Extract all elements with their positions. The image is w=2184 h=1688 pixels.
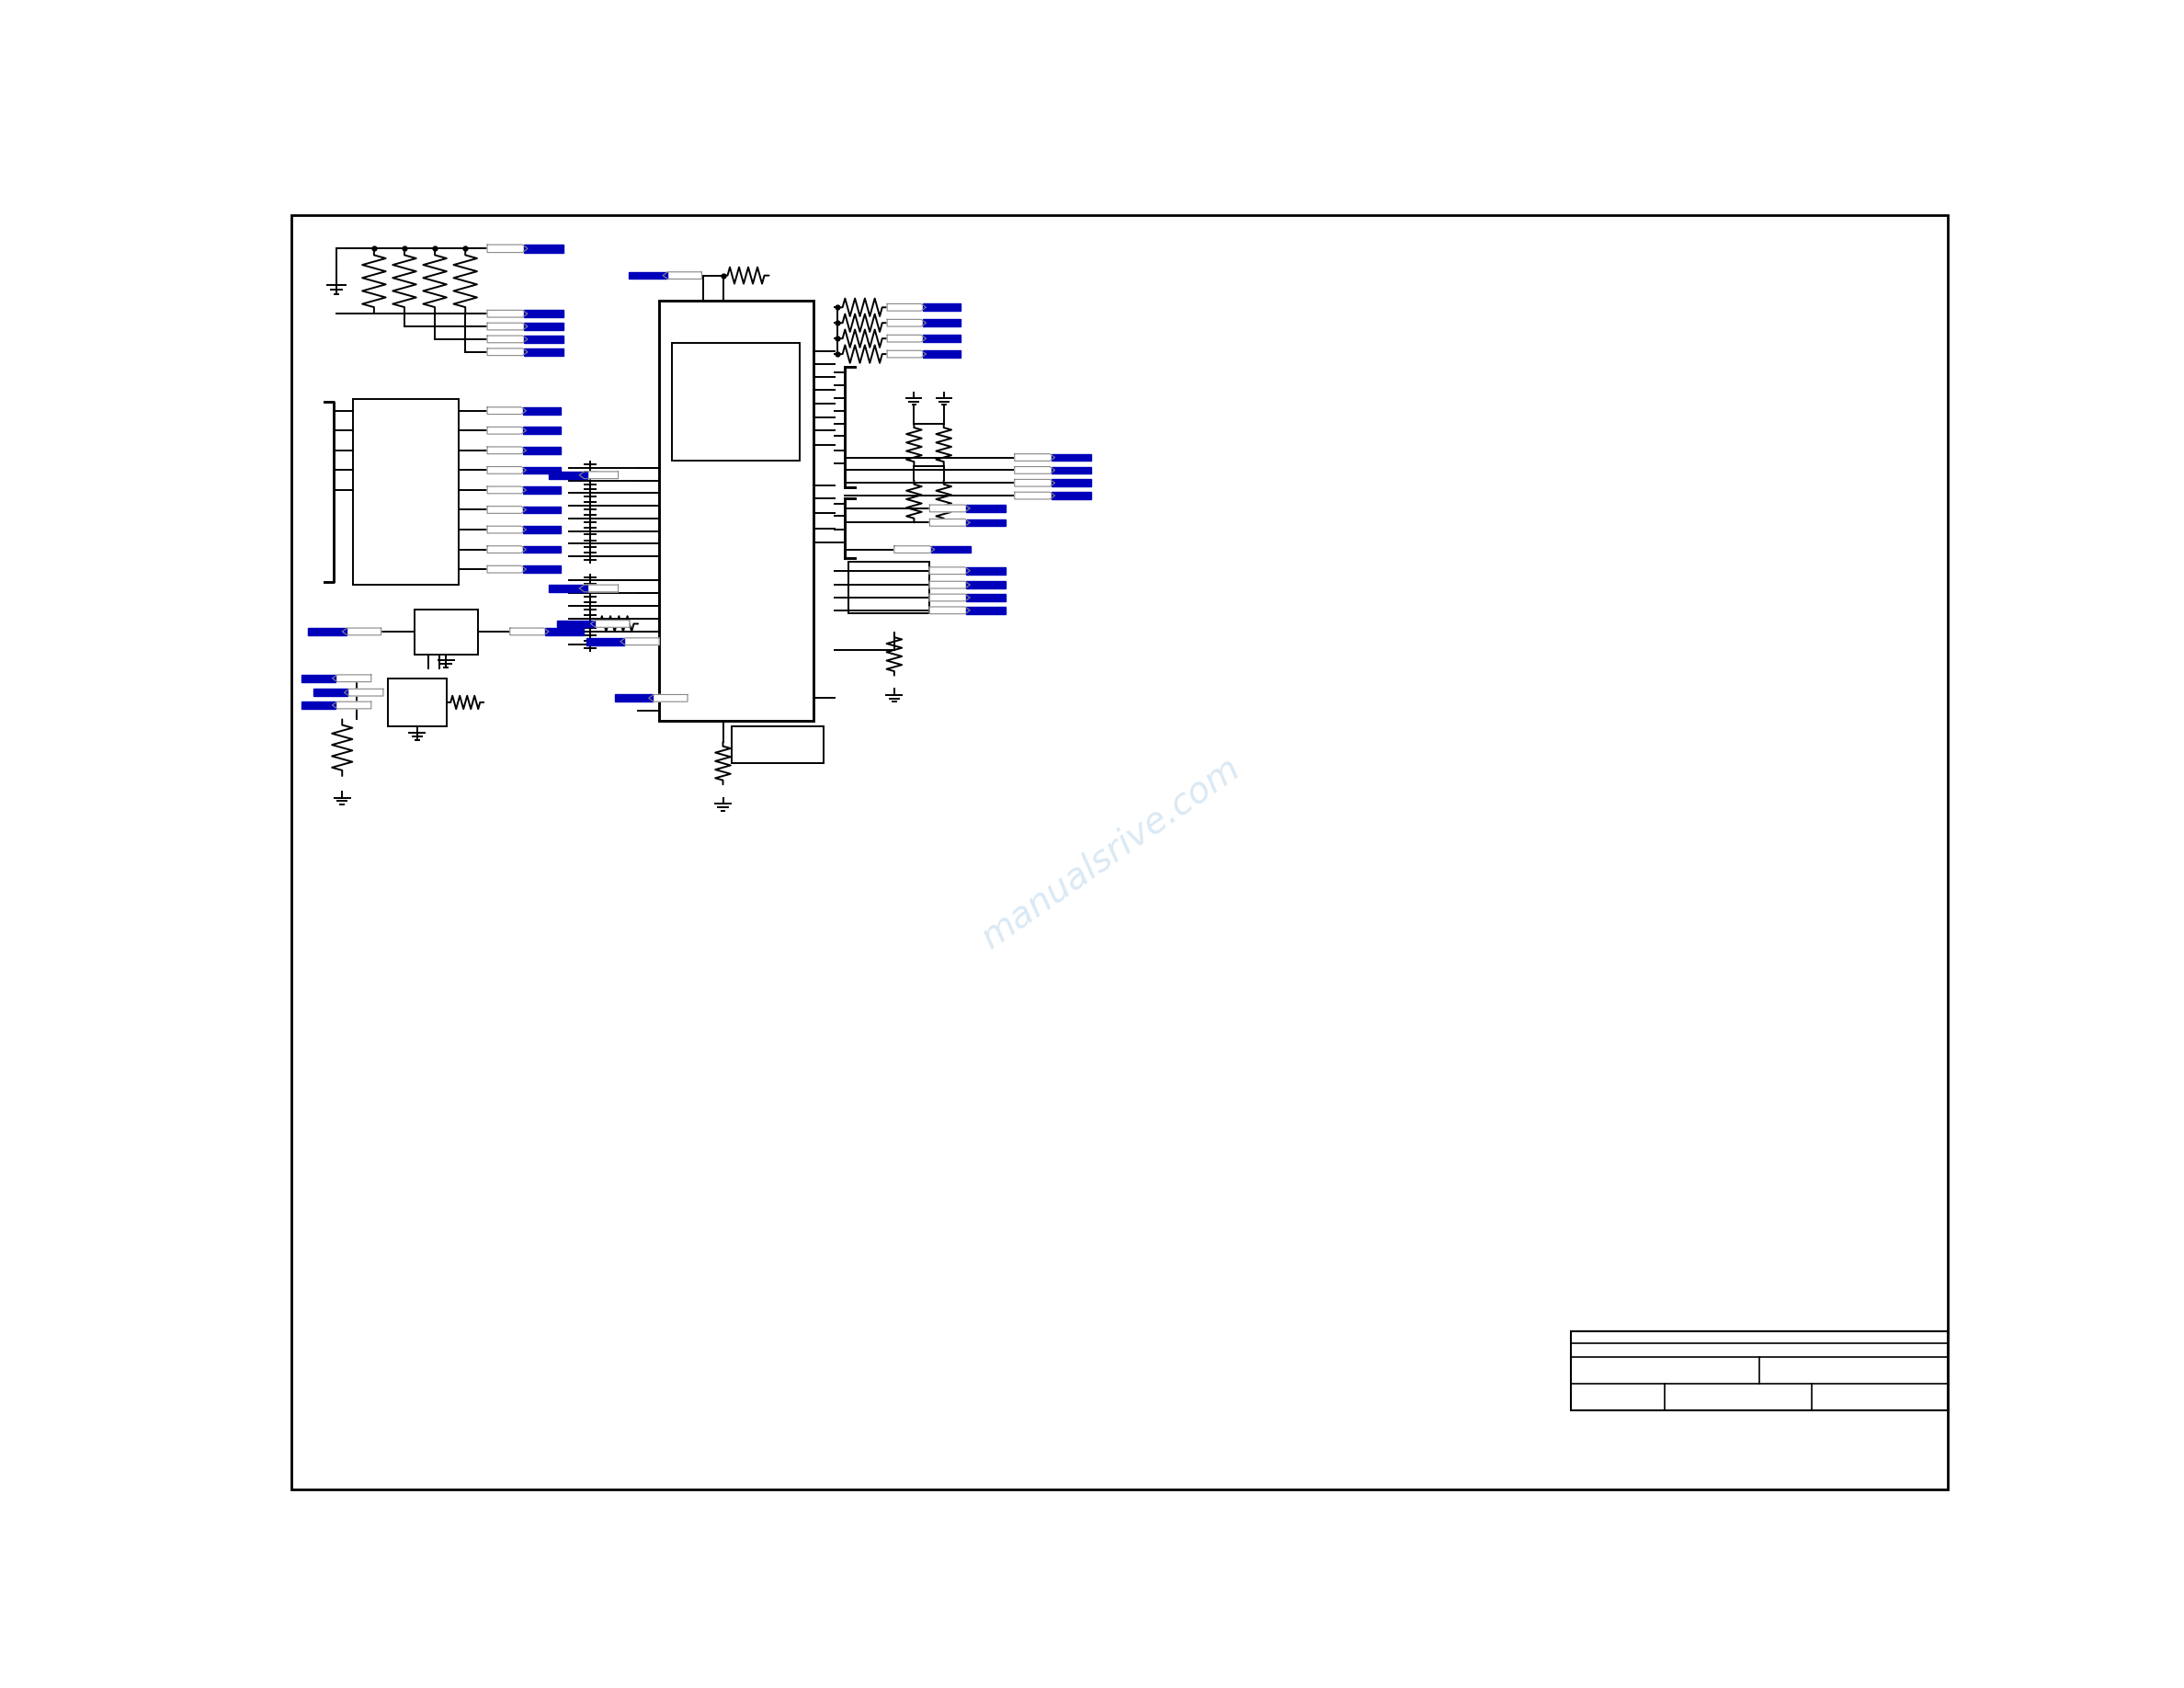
Polygon shape: [579, 471, 618, 479]
Polygon shape: [487, 245, 529, 253]
Bar: [1051, 454, 1092, 461]
Text: manualsrive.com: manualsrive.com: [974, 749, 1247, 955]
Polygon shape: [930, 567, 970, 574]
Bar: [965, 606, 1007, 614]
Polygon shape: [487, 527, 526, 533]
Bar: [1051, 466, 1092, 474]
Bar: [522, 466, 561, 474]
Polygon shape: [487, 466, 526, 474]
Polygon shape: [487, 565, 526, 572]
Polygon shape: [1016, 493, 1055, 500]
Bar: [522, 506, 561, 513]
Polygon shape: [620, 638, 660, 645]
Bar: [629, 272, 666, 279]
Polygon shape: [930, 505, 970, 511]
Polygon shape: [930, 518, 970, 527]
Polygon shape: [887, 334, 926, 343]
Bar: [522, 545, 561, 554]
Bar: [557, 619, 594, 628]
Bar: [301, 702, 336, 709]
Bar: [614, 694, 653, 702]
Polygon shape: [893, 545, 935, 554]
Polygon shape: [930, 581, 970, 589]
Bar: [314, 689, 347, 695]
Polygon shape: [487, 486, 526, 493]
Bar: [965, 505, 1007, 511]
Bar: [524, 336, 563, 343]
Bar: [1570, 1332, 1948, 1409]
Bar: [522, 427, 561, 434]
Bar: [524, 245, 563, 253]
Bar: [965, 567, 1007, 574]
Polygon shape: [487, 322, 529, 329]
Bar: [965, 518, 1007, 527]
Bar: [922, 334, 961, 343]
Polygon shape: [887, 319, 926, 326]
Bar: [522, 486, 561, 493]
Bar: [308, 628, 347, 635]
Polygon shape: [487, 407, 526, 414]
Bar: [354, 400, 459, 584]
Bar: [847, 562, 930, 613]
Polygon shape: [1016, 454, 1055, 461]
Bar: [930, 545, 970, 554]
Polygon shape: [487, 447, 526, 454]
Bar: [585, 638, 625, 645]
Polygon shape: [332, 675, 371, 682]
Polygon shape: [887, 304, 926, 311]
Bar: [522, 565, 561, 572]
Bar: [389, 679, 448, 726]
Polygon shape: [487, 311, 529, 317]
Bar: [673, 343, 799, 461]
Bar: [522, 407, 561, 414]
Bar: [732, 726, 823, 763]
Polygon shape: [590, 619, 629, 628]
Bar: [660, 300, 812, 721]
Polygon shape: [487, 545, 526, 554]
Bar: [1051, 479, 1092, 486]
Polygon shape: [930, 594, 970, 601]
Bar: [965, 594, 1007, 601]
Bar: [922, 319, 961, 326]
Bar: [922, 351, 961, 358]
Polygon shape: [887, 351, 926, 358]
Bar: [548, 471, 587, 479]
Polygon shape: [662, 272, 701, 279]
Polygon shape: [1016, 466, 1055, 474]
Polygon shape: [487, 348, 529, 356]
Bar: [524, 322, 563, 329]
Polygon shape: [1016, 479, 1055, 486]
Bar: [522, 527, 561, 533]
Polygon shape: [649, 694, 688, 702]
Bar: [965, 581, 1007, 589]
Bar: [546, 628, 583, 635]
Bar: [524, 348, 563, 356]
Polygon shape: [345, 689, 382, 695]
Bar: [548, 584, 587, 592]
Polygon shape: [579, 584, 618, 592]
Polygon shape: [487, 506, 526, 513]
Polygon shape: [332, 702, 371, 709]
Polygon shape: [487, 427, 526, 434]
Bar: [415, 609, 478, 655]
Bar: [522, 447, 561, 454]
Polygon shape: [509, 628, 548, 635]
Bar: [1051, 493, 1092, 500]
Polygon shape: [930, 606, 970, 614]
Polygon shape: [487, 336, 529, 343]
Bar: [524, 311, 563, 317]
Bar: [922, 304, 961, 311]
Polygon shape: [343, 628, 380, 635]
Bar: [301, 675, 336, 682]
